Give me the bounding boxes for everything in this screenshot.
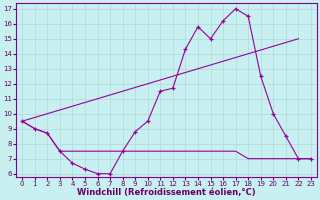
X-axis label: Windchill (Refroidissement éolien,°C): Windchill (Refroidissement éolien,°C) — [77, 188, 256, 197]
